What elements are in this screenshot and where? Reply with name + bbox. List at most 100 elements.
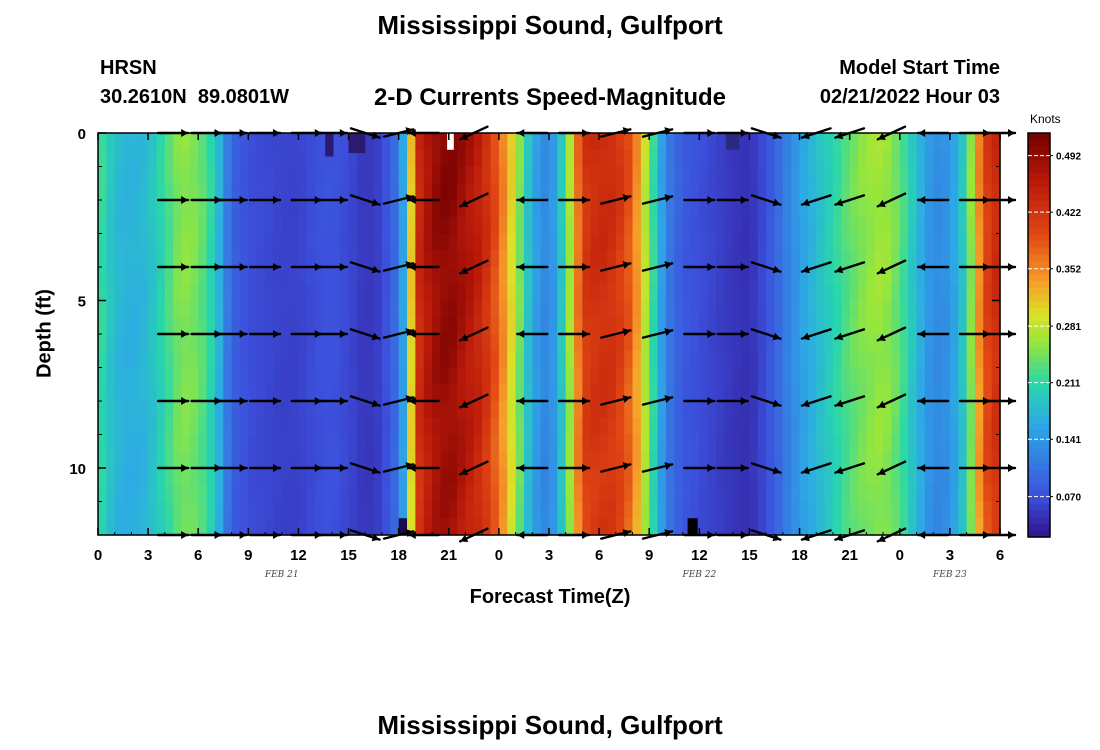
current-vector [916,330,950,338]
heatmap-cell [281,183,291,201]
heatmap-cell [248,216,258,235]
heatmap-cell [331,283,341,302]
heatmap-cell [557,283,567,302]
heatmap-cell [574,417,584,436]
heatmap-cell [540,300,550,318]
heatmap-cell [223,283,233,302]
anomaly-block [398,518,408,535]
heatmap-cell [582,133,592,151]
heatmap-cell [615,283,625,302]
heatmap-cell [549,367,558,385]
current-vector [557,464,591,472]
heatmap-cell [866,451,876,469]
heatmap-cell [181,417,191,436]
heatmap-cell [774,334,784,352]
heatmap-cell [849,166,859,184]
heatmap-cell [891,233,901,251]
heatmap-cell [340,216,350,235]
heatmap-cell [582,501,592,519]
heatmap-cell [883,200,893,218]
heatmap-cell [966,283,976,302]
heatmap-cell [223,149,233,168]
heatmap-cell [883,250,893,268]
heatmap-cell [356,501,366,519]
heatmap-cell [807,200,817,218]
heatmap-cell [674,384,684,402]
heatmap-cell [223,300,233,318]
heatmap-cell [916,183,926,201]
current-vector [315,330,349,338]
heatmap-cell [841,484,851,503]
colorbar-segment [1028,476,1050,484]
heatmap-cell [824,417,834,436]
heatmap-cell [256,317,266,335]
heatmap-cell [390,468,400,486]
heatmap-cell [290,149,300,168]
y-tick-label: 5 [78,294,86,311]
heatmap-cell [189,133,199,151]
heatmap-cell [273,267,283,285]
heatmap-cell [440,300,450,318]
heatmap-cell [716,133,725,151]
heatmap-cell [440,250,450,268]
heatmap-cell [565,451,575,469]
heatmap-cell [799,350,809,369]
heatmap-cell [899,267,909,285]
heatmap-cell [440,384,450,402]
heatmap-cell [214,250,224,268]
heatmap-cell [507,233,517,251]
heatmap-cell [565,350,575,369]
heatmap-cell [248,334,258,352]
heatmap-cell [565,183,575,201]
heatmap-cell [381,434,391,452]
heatmap-cell [173,300,183,318]
colorbar-segment [1028,287,1050,296]
heatmap-cell [398,334,408,352]
heatmap-cell [482,133,492,151]
heatmap-cell [273,149,283,168]
heatmap-cell [415,216,425,235]
heatmap-cell [699,384,709,402]
heatmap-cell [540,200,550,218]
heatmap-cell [164,183,174,201]
heatmap-cell [824,216,834,235]
current-vector [916,464,950,472]
heatmap-cell [523,484,533,503]
heatmap-cell [866,384,876,402]
colorbar-tick-label: 0.492 [1056,152,1081,163]
heatmap-cell [565,300,575,318]
heatmap-cell [457,133,467,151]
heatmap-cell [415,518,425,536]
heatmap-cell [557,200,567,218]
heatmap-cell [590,283,600,302]
heatmap-cell [841,267,851,285]
heatmap-cell [365,233,375,251]
heatmap-cell [239,267,249,285]
heatmap-cell [365,267,375,285]
heatmap-cell [523,216,533,235]
heatmap-cell [899,434,909,452]
heatmap-cell [858,250,867,268]
heatmap-cell [607,417,617,436]
heatmap-cell [924,334,934,352]
heatmap-cell [123,317,133,335]
heatmap-cell [716,350,725,369]
heatmap-cell [306,367,316,385]
heatmap-cell [248,267,258,285]
heatmap-cell [189,350,199,369]
heatmap-cell [290,317,300,335]
heatmap-cell [373,166,383,184]
heatmap-cell [281,300,291,318]
heatmap-cell [590,233,600,251]
heatmap-cell [707,200,717,218]
heatmap-cell [356,367,366,385]
heatmap-cell [782,283,792,302]
heatmap-cell [373,250,383,268]
heatmap-cell [173,216,183,235]
heatmap-cell [933,401,943,419]
heatmap-cell [582,484,592,503]
heatmap-cell [891,334,901,352]
heatmap-cell [565,233,575,251]
colorbar-segment [1028,133,1050,141]
heatmap-cell [941,133,951,151]
